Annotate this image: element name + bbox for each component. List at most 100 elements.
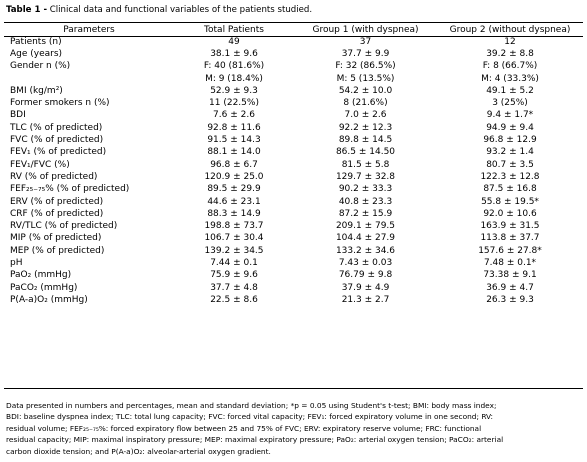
table-row: FVC (% of predicted) 91.5 ± 14.3 89.8 ± 14… bbox=[4, 134, 583, 146]
row-value: 106.7 ± 30.4 bbox=[204, 233, 264, 244]
row-parameter: PaCO₂ (mmHg) bbox=[10, 282, 78, 293]
table-row: BMI (kg/m²) 52.9 ± 9.3 54.2 ± 10.0 49.1 ± 5… bbox=[4, 85, 583, 97]
row-parameter: CRF (% of predicted) bbox=[10, 208, 104, 219]
row-parameter: FEV₁ (% of predicted) bbox=[10, 147, 107, 158]
row-value: 37.7 ± 9.9 bbox=[341, 48, 390, 59]
table-row: BDI 7.6 ± 2.6 7.0 ± 2.6 9.4 ± 1.7* bbox=[4, 110, 583, 122]
header-parameters: Parameters bbox=[63, 24, 115, 35]
row-parameter: ERV (% of predicted) bbox=[10, 196, 104, 207]
table-row: TLC (% of predicted) 92.8 ± 11.6 92.2 ± 12… bbox=[4, 122, 583, 134]
row-value: M: 9 (18.4%) bbox=[205, 73, 263, 84]
row-value: 209.1 ± 79.5 bbox=[335, 221, 396, 232]
footnote-line: residual volume; FEF₂₅₋₇₅%: forced expir… bbox=[6, 423, 482, 433]
row-value: 38.1 ± 9.6 bbox=[210, 48, 258, 59]
row-value: F: 8 (66.7%) bbox=[482, 61, 538, 72]
table-row: FEF₂₅₋₇₅% (% of predicted) 89.5 ± 29.9 90.… bbox=[4, 184, 583, 196]
row-value: 11 (22.5%) bbox=[209, 98, 259, 109]
row-value: 3 (25%) bbox=[492, 98, 528, 109]
row-value: 89.8 ± 14.5 bbox=[338, 135, 393, 146]
row-value: 133.2 ± 34.6 bbox=[335, 245, 396, 256]
row-value: 9.4 ± 1.7* bbox=[486, 110, 534, 121]
top-rule bbox=[4, 22, 583, 23]
row-value: 113.8 ± 37.7 bbox=[480, 233, 540, 244]
row-value: 12 bbox=[504, 36, 516, 47]
row-value: 80.7 ± 3.5 bbox=[486, 159, 534, 170]
row-value: 49.1 ± 5.2 bbox=[486, 85, 534, 96]
table-footnote: Data presented in numbers and percentage… bbox=[6, 400, 583, 457]
row-value: 73.38 ± 9.1 bbox=[483, 270, 537, 281]
row-parameter: P(A-a)O₂ (mmHg) bbox=[10, 294, 88, 305]
table-row: MEP (% of predicted) 139.2 ± 34.5 133.2 ± … bbox=[4, 245, 583, 257]
row-value: 139.2 ± 34.5 bbox=[204, 245, 264, 256]
row-value: 52.9 ± 9.3 bbox=[210, 85, 258, 96]
row-parameter: RV/TLC (% of predicted) bbox=[10, 221, 118, 232]
row-value: 87.2 ± 15.9 bbox=[338, 208, 393, 219]
row-value: M: 5 (13.5%) bbox=[336, 73, 395, 84]
row-parameter: FEV₁/FVC (%) bbox=[10, 159, 70, 170]
row-value: 21.3 ± 2.7 bbox=[341, 294, 390, 305]
data-table: Parameters Total Patients Group 1 (with … bbox=[4, 24, 583, 307]
table-row: ERV (% of predicted) 44.6 ± 23.1 40.8 ± 23… bbox=[4, 196, 583, 208]
row-value: 55.8 ± 19.5* bbox=[481, 196, 539, 207]
row-value: 7.43 ± 0.03 bbox=[338, 257, 393, 268]
row-value: 120.9 ± 25.0 bbox=[204, 171, 264, 182]
row-value: F: 40 (81.6%) bbox=[203, 61, 265, 72]
row-parameter: MIP (% of predicted) bbox=[10, 233, 102, 244]
row-value: 7.6 ± 2.6 bbox=[213, 110, 255, 121]
row-parameter: BMI (kg/m²) bbox=[10, 85, 63, 96]
table-row: Former smokers n (%) 11 (22.5%) 8 (21.6%) 3… bbox=[4, 97, 583, 109]
row-value: 92.8 ± 11.6 bbox=[207, 122, 261, 133]
row-value: 7.0 ± 2.6 bbox=[344, 110, 387, 121]
header-total-patients: Total Patients bbox=[204, 24, 264, 35]
row-parameter: Age (years) bbox=[10, 48, 63, 59]
table-row: RV (% of predicted) 120.9 ± 25.0 129.7 ± 3… bbox=[4, 171, 583, 183]
table-row: P(A-a)O₂ (mmHg) 22.5 ± 8.6 21.3 ± 2.7 26.3 … bbox=[4, 294, 583, 306]
row-parameter bbox=[4, 73, 174, 85]
row-value: 7.44 ± 0.1 bbox=[210, 257, 258, 268]
row-value: 44.6 ± 23.1 bbox=[207, 196, 261, 207]
row-value: F: 32 (86.5%) bbox=[335, 61, 396, 72]
row-parameter: BDI bbox=[10, 110, 26, 121]
table-row: M: 9 (18.4%) M: 5 (13.5%) M: 4 (33.3%) bbox=[4, 73, 583, 85]
row-value: 122.3 ± 12.8 bbox=[480, 171, 540, 182]
row-parameter: MEP (% of predicted) bbox=[10, 245, 105, 256]
table-row: CRF (% of predicted) 88.3 ± 14.9 87.2 ± 15… bbox=[4, 208, 583, 220]
row-value: 104.4 ± 27.9 bbox=[335, 233, 396, 244]
header-row: Parameters Total Patients Group 1 (with … bbox=[4, 24, 583, 36]
caption-title: Clinical data and functional variables o… bbox=[49, 5, 313, 15]
row-parameter: FVC (% of predicted) bbox=[10, 135, 104, 146]
table-row: pH 7.44 ± 0.1 7.43 ± 0.03 7.48 ± 0.1* bbox=[4, 257, 583, 269]
footnote-line: residual capacity; MIP: maximal inspirat… bbox=[6, 435, 504, 445]
row-parameter: Former smokers n (%) bbox=[10, 98, 110, 109]
table-row: Gender n (%) F: 40 (81.6%) F: 32 (86.5%) F:… bbox=[4, 61, 583, 73]
row-value: 96.8 ± 12.9 bbox=[483, 135, 537, 146]
row-value: 49 bbox=[228, 36, 240, 47]
row-value: 92.2 ± 12.3 bbox=[338, 122, 393, 133]
row-parameter: Patients (n) bbox=[10, 36, 62, 47]
row-value: 40.8 ± 23.3 bbox=[338, 196, 393, 207]
header-group-1: Group 1 (with dyspnea) bbox=[312, 24, 419, 35]
row-value: 93.2 ± 1.4 bbox=[486, 147, 534, 158]
row-value: 8 (21.6%) bbox=[343, 98, 388, 109]
table-row: MIP (% of predicted) 106.7 ± 30.4 104.4 ± … bbox=[4, 233, 583, 245]
row-value: 92.0 ± 10.6 bbox=[483, 208, 537, 219]
table-row: Patients (n) 49 37 12 bbox=[4, 36, 583, 48]
row-value: 163.9 ± 31.5 bbox=[480, 221, 540, 232]
row-value: 37 bbox=[359, 36, 372, 47]
table-row: Age (years) 38.1 ± 9.6 37.7 ± 9.9 39.2 ± 8.… bbox=[4, 48, 583, 60]
row-parameter: RV (% of predicted) bbox=[10, 171, 98, 182]
row-value: 76.79 ± 9.8 bbox=[338, 270, 393, 281]
row-value: 198.8 ± 73.7 bbox=[204, 221, 264, 232]
header-group-2: Group 2 (without dyspnea) bbox=[449, 24, 571, 35]
row-value: 87.5 ± 16.8 bbox=[483, 184, 537, 195]
row-parameter: TLC (% of predicted) bbox=[10, 122, 103, 133]
row-value: 96.8 ± 6.7 bbox=[210, 159, 258, 170]
footnote-line: carbon dioxide tension; and P(A-a)O₂: al… bbox=[6, 446, 271, 456]
row-parameter: pH bbox=[10, 257, 23, 268]
row-value: 22.5 ± 8.6 bbox=[210, 294, 258, 305]
row-value: 36.9 ± 4.7 bbox=[486, 282, 534, 293]
caption-label: Table 1 - bbox=[6, 5, 48, 15]
bottom-rule bbox=[4, 388, 583, 389]
row-value: 86.5 ± 14.50 bbox=[335, 147, 396, 158]
